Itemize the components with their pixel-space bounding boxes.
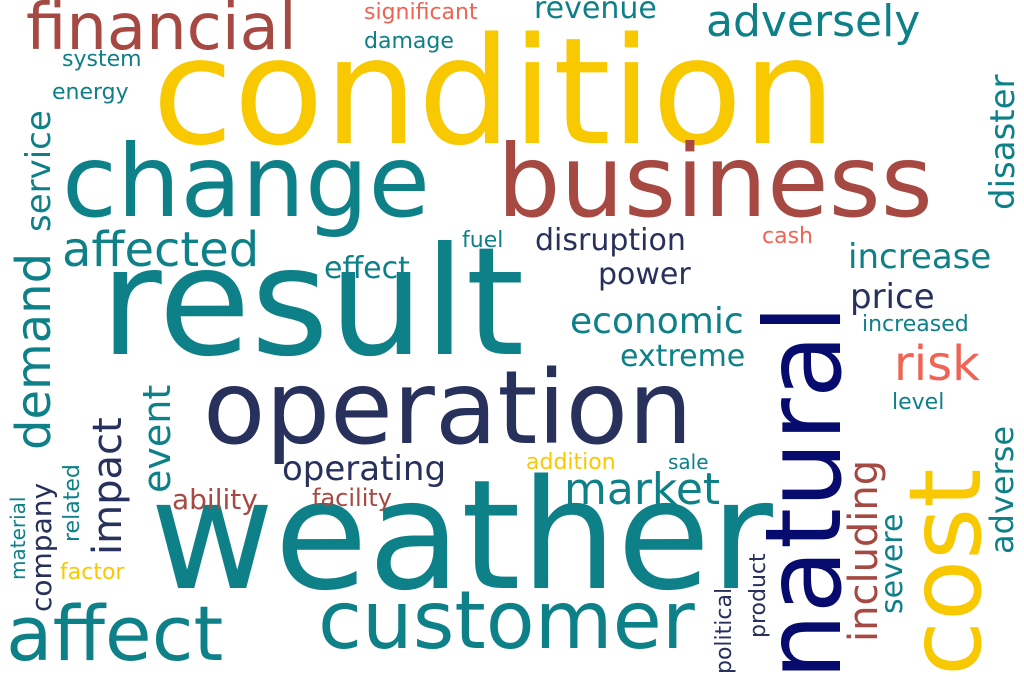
- word-extreme: extreme: [620, 339, 746, 374]
- word-business: business: [497, 123, 933, 240]
- word-demand: demand: [6, 252, 62, 450]
- word-customer: customer: [318, 574, 695, 667]
- word-material: material: [6, 496, 30, 580]
- word-adversely: adversely: [706, 0, 921, 47]
- word-product: product: [746, 553, 771, 638]
- word-service: service: [19, 110, 59, 232]
- word-market: market: [564, 464, 721, 515]
- word-adverse: adverse: [983, 425, 1021, 554]
- word-increased: increased: [862, 312, 969, 337]
- word-effect: effect: [324, 251, 410, 286]
- word-ability: ability: [172, 483, 258, 516]
- word-affect: affect: [6, 589, 224, 678]
- word-cash: cash: [762, 224, 813, 249]
- word-risk: risk: [894, 336, 980, 392]
- word-result: result: [100, 216, 525, 390]
- word-sale: sale: [668, 450, 709, 474]
- word-economic: economic: [570, 301, 744, 342]
- word-factor: factor: [60, 560, 125, 585]
- word-financial: financial: [26, 0, 297, 65]
- word-facility: facility: [312, 484, 392, 512]
- word-price: price: [850, 277, 935, 317]
- word-cost: cost: [887, 468, 1004, 676]
- word-system: system: [62, 47, 142, 72]
- word-level: level: [892, 390, 945, 415]
- word-energy: energy: [52, 80, 129, 105]
- word-revenue: revenue: [534, 0, 657, 26]
- word-related: related: [60, 464, 85, 542]
- word-impact: impact: [85, 417, 131, 555]
- word-damage: damage: [364, 29, 454, 54]
- word-increase: increase: [848, 237, 992, 277]
- word-significant: significant: [364, 0, 478, 25]
- word-operation: operation: [203, 349, 693, 468]
- word-disaster: disaster: [983, 74, 1023, 210]
- word-disruption: disruption: [535, 223, 686, 258]
- word-event: event: [135, 384, 179, 493]
- word-power: power: [598, 257, 691, 292]
- word-fuel: fuel: [462, 228, 504, 253]
- word-severe: severe: [875, 513, 910, 614]
- word-addition: addition: [526, 450, 616, 475]
- word-weather: weather: [150, 447, 773, 624]
- word-change: change: [62, 123, 431, 240]
- word-operating: operating: [282, 449, 447, 489]
- word-political: political: [712, 587, 737, 674]
- word-affected: affected: [62, 222, 260, 278]
- word-company: company: [25, 482, 58, 612]
- word-condition: condition: [152, 6, 837, 178]
